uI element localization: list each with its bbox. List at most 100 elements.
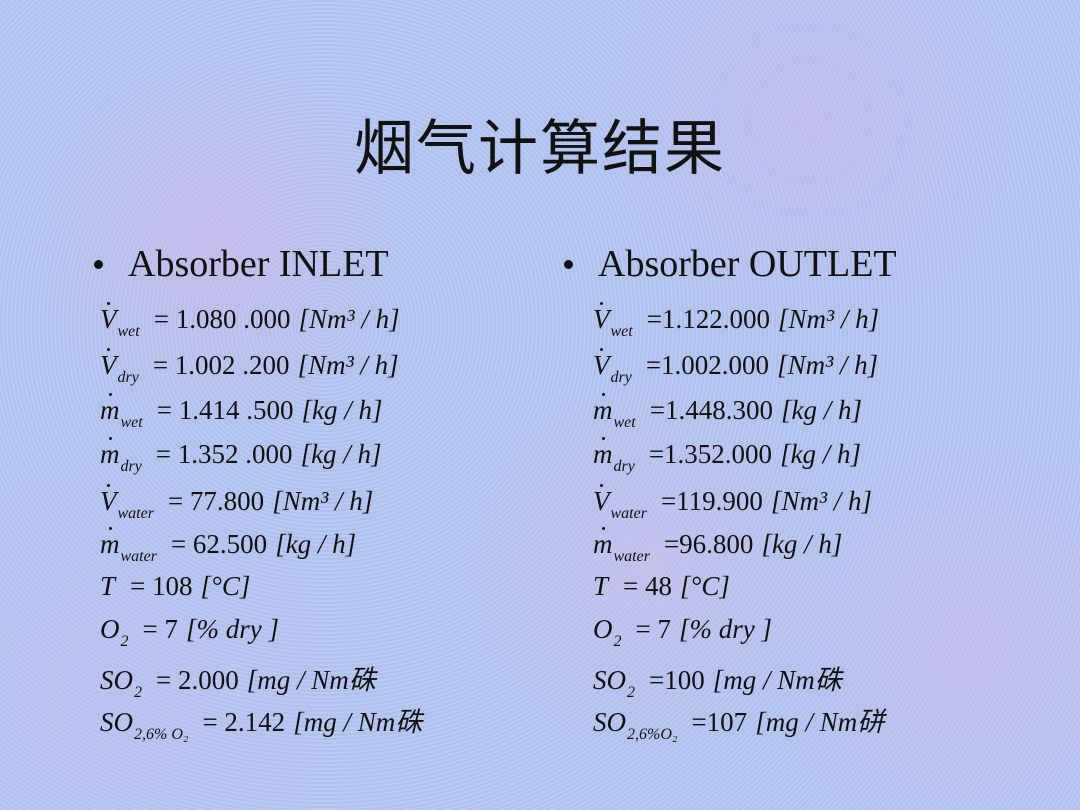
equation-symbol: V — [100, 348, 117, 380]
equation-symbol: T — [100, 571, 116, 601]
equation-unit: [kg / h] — [275, 529, 357, 559]
slide-title: 烟气计算结果 — [354, 114, 726, 184]
equation-unit: [% dry ] — [678, 614, 772, 644]
equation-symbol: O — [100, 614, 120, 644]
equation-value: = 1.002 .200 — [152, 350, 290, 380]
equation-unit: [Nm³ / h] — [777, 304, 880, 334]
equation-unit: [mg / Nm硃 — [712, 665, 842, 695]
equation-subscript: dry — [117, 369, 139, 386]
equation-subscript: dry — [613, 458, 635, 475]
equation-row: O 2 = 7 [% dry ] — [100, 614, 279, 654]
equation-row: m dry =1.352.000 [kg / h] — [593, 437, 862, 479]
equation-subscript: water — [120, 548, 157, 565]
equation-unit: [mg / Nm硃 — [293, 707, 423, 737]
equation-subscript: dry — [610, 369, 632, 386]
equation-symbol: SO — [593, 665, 626, 695]
equation-row: SO 2,6%O₂ =107 [mg / Nm硑 — [593, 700, 885, 743]
equation-symbol: m — [100, 527, 120, 559]
equation-unit: [mg / Nm硃 — [246, 665, 376, 695]
equation-row: m water = 62.500 [kg / h] — [100, 527, 357, 569]
equation-value: = 1.080 .000 — [153, 304, 291, 334]
equation-subscript: wet — [610, 323, 633, 340]
equation-subscript: wet — [613, 414, 636, 431]
equation-value: =107 — [691, 707, 748, 737]
equation-subscript: water — [610, 505, 647, 522]
equation-subscript: 2,6% O₂ — [134, 726, 189, 743]
equation-unit: [Nm³ / h] — [272, 486, 374, 516]
equation-row: T = 48 [°C] — [593, 571, 730, 611]
bullet-icon — [564, 259, 573, 269]
equation-symbol: m — [100, 437, 120, 469]
equation-symbol: m — [100, 393, 120, 425]
equation-row: m dry = 1.352 .000 [kg / h] — [100, 437, 382, 479]
outlet-heading: Absorber OUTLET — [560, 242, 897, 286]
equation-unit: [kg / h] — [301, 395, 383, 425]
equation-value: = 62.500 — [170, 529, 268, 559]
bullet-icon — [94, 259, 103, 269]
heading-text: Absorber INLET — [128, 243, 389, 285]
equation-row: T = 108 [°C] — [100, 571, 250, 611]
equation-symbol: V — [100, 302, 117, 334]
equation-value: = 2.000 — [156, 665, 239, 695]
equation-subscript: 2 — [627, 684, 635, 701]
equation-value: =1.448.300 — [649, 395, 773, 425]
equation-subscript: 2,6%O₂ — [627, 726, 678, 743]
equation-row: SO 2 = 2.000 [mg / Nm硃 — [100, 658, 376, 701]
equation-symbol: SO — [100, 665, 133, 695]
equation-subscript: 2 — [120, 633, 129, 650]
equation-value: = 48 — [623, 571, 673, 601]
equation-symbol: O — [593, 614, 613, 644]
equation-symbol: V — [593, 302, 610, 334]
equation-subscript: 2 — [613, 633, 622, 650]
equation-value: = 1.352 .000 — [155, 439, 293, 469]
equation-value: = 1.414 .500 — [156, 395, 294, 425]
equation-unit: [kg / h] — [780, 439, 862, 469]
equation-unit: [kg / h] — [300, 439, 382, 469]
equation-row: SO 2,6% O₂ = 2.142 [mg / Nm硃 — [100, 700, 423, 743]
equation-symbol: V — [593, 484, 610, 516]
equation-row: m wet =1.448.300 [kg / h] — [593, 393, 862, 435]
equation-unit: [kg / h] — [761, 529, 843, 559]
equation-unit: [kg / h] — [780, 395, 862, 425]
equation-value: =1.002.000 — [645, 350, 770, 380]
equation-value: = 2.142 — [202, 707, 286, 737]
equation-row: m wet = 1.414 .500 [kg / h] — [100, 393, 383, 435]
equation-value: =119.900 — [660, 486, 763, 516]
equation-symbol: SO — [100, 707, 133, 737]
equation-subscript: wet — [120, 414, 143, 431]
equation-unit: [°C] — [200, 571, 251, 601]
equation-value: = 7 — [635, 614, 671, 644]
equation-value: =1.352.000 — [648, 439, 773, 469]
equation-symbol: m — [593, 393, 613, 425]
equation-unit: [% dry ] — [185, 614, 279, 644]
equation-subscript: wet — [117, 323, 140, 340]
equation-subscript: dry — [120, 458, 142, 475]
equation-symbol: m — [593, 527, 613, 559]
equation-unit: [Nm³ / h] — [777, 350, 879, 380]
equation-value: = 77.800 — [167, 486, 265, 516]
equation-subscript: 2 — [134, 684, 142, 701]
equation-unit: [Nm³ / h] — [297, 350, 399, 380]
equation-subscript: water — [117, 505, 154, 522]
equation-symbol: SO — [593, 707, 626, 737]
equation-value: =100 — [649, 665, 705, 695]
heading-text: Absorber OUTLET — [598, 243, 897, 285]
equation-value: = 7 — [142, 614, 178, 644]
equation-row: SO 2 =100 [mg / Nm硃 — [593, 658, 842, 701]
equation-value: =96.800 — [663, 529, 754, 559]
equation-unit: [mg / Nm硑 — [755, 707, 885, 737]
equation-symbol: m — [593, 437, 613, 469]
equation-unit: [Nm³ / h] — [770, 486, 873, 516]
equation-symbol: V — [100, 484, 117, 516]
equation-symbol: V — [593, 348, 610, 380]
equation-symbol: T — [593, 571, 609, 601]
equation-unit: [°C] — [680, 571, 730, 601]
